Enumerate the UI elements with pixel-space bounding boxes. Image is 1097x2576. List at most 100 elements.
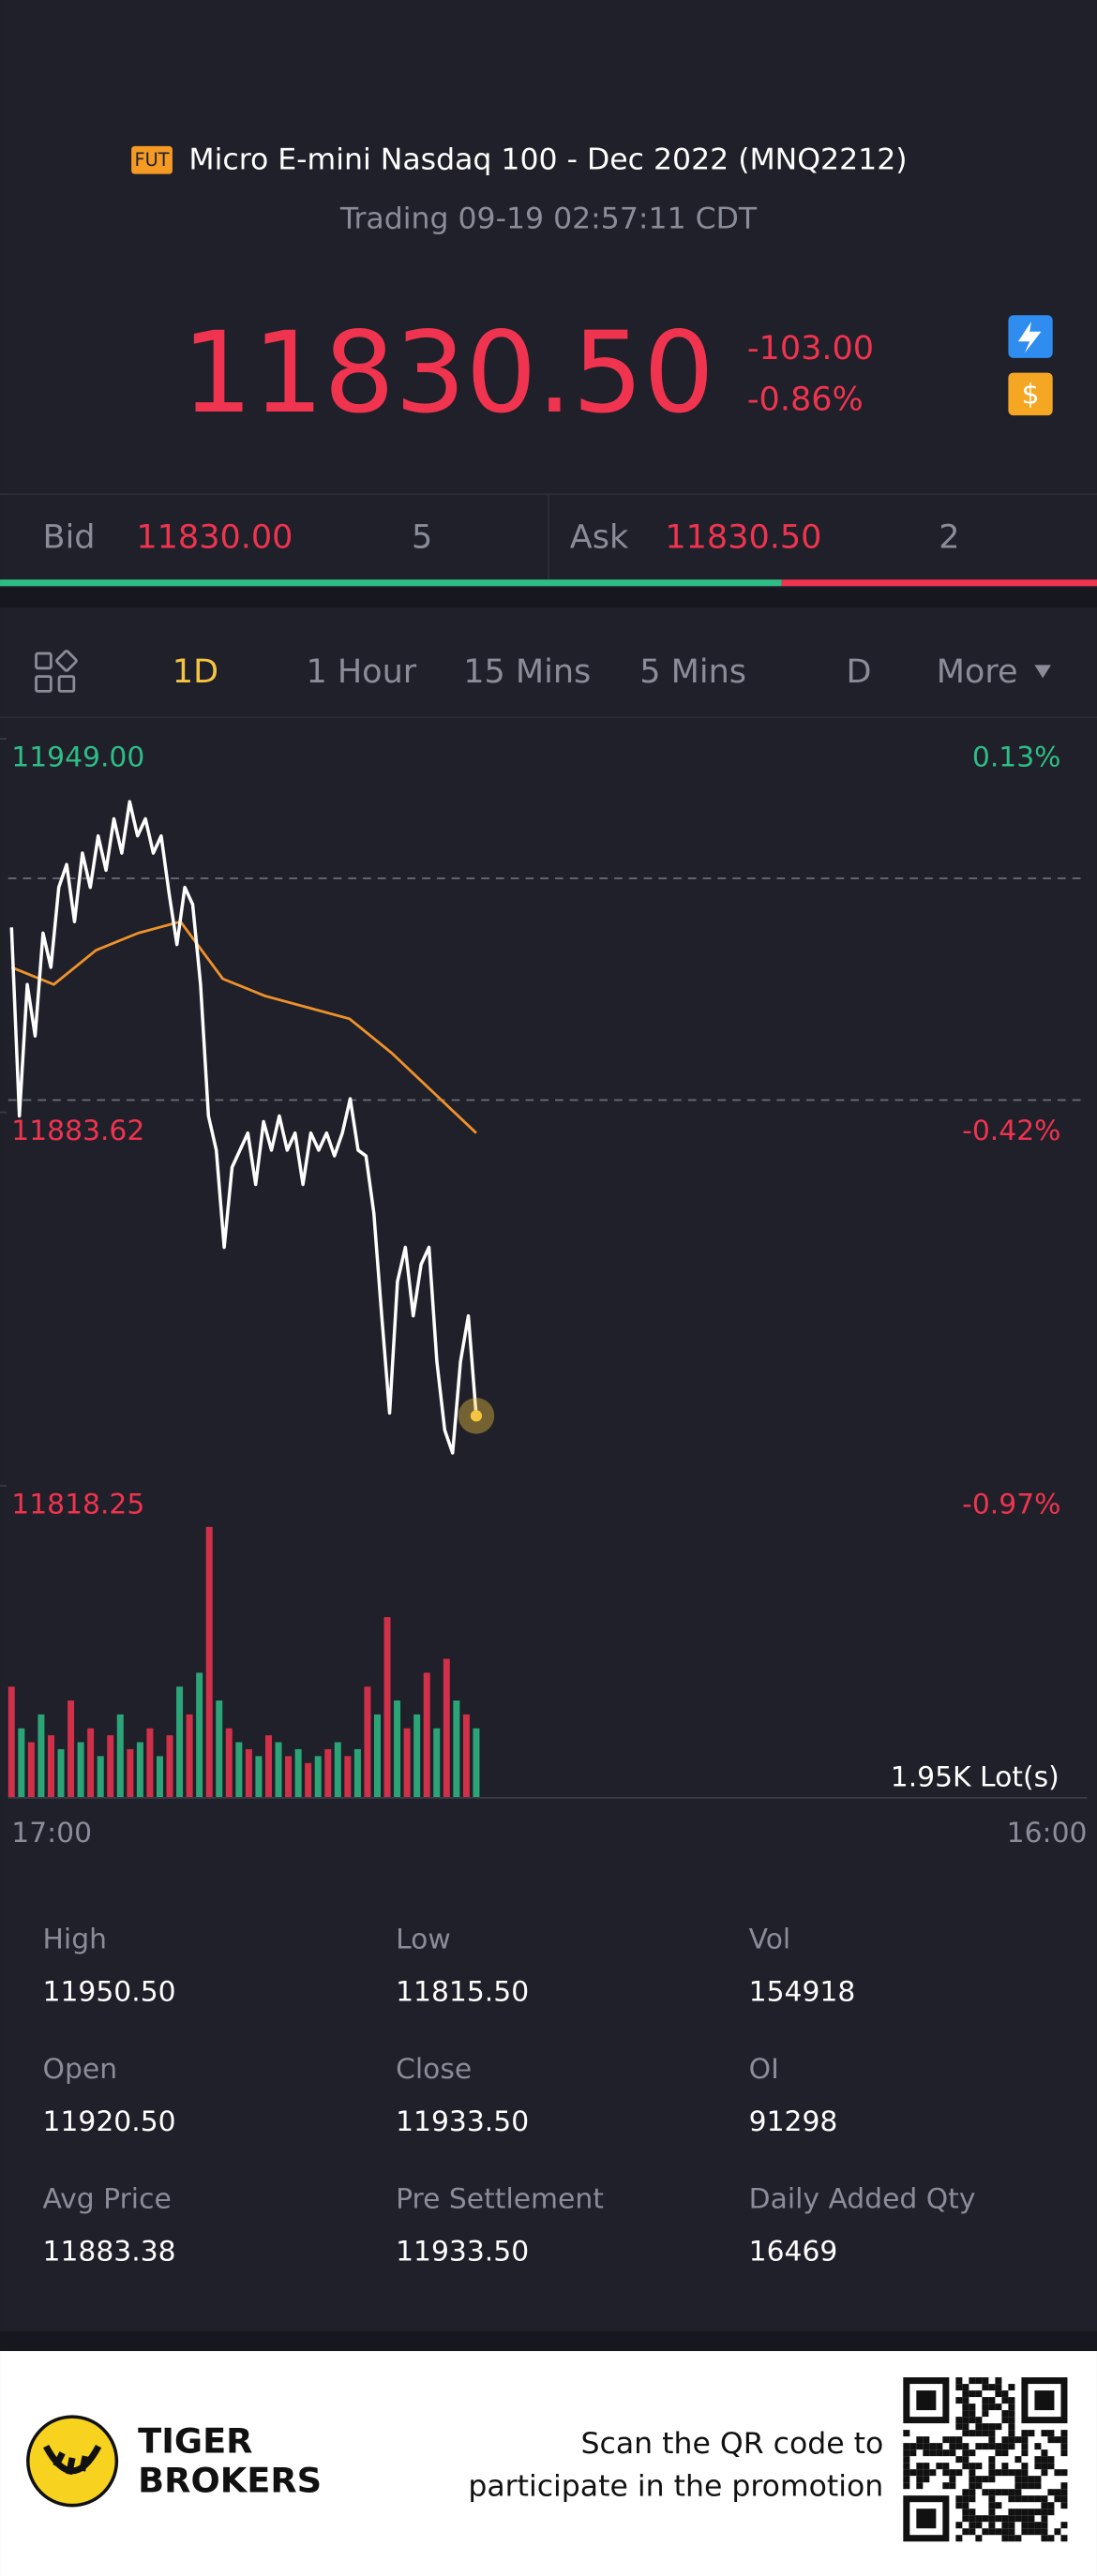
qr-cell — [1008, 2528, 1015, 2536]
status: Trading 09-19 02:57:11 CDT — [339, 202, 758, 236]
dollar-icon[interactable] — [1008, 372, 1053, 416]
volume-bar — [8, 1686, 15, 1798]
qr-finder — [916, 2509, 937, 2529]
stat-label: Vol — [749, 1924, 791, 1956]
price-line — [9, 800, 478, 1455]
qr-cell — [955, 2469, 963, 2477]
qr-cell — [1041, 2509, 1048, 2516]
qr-cell — [955, 2535, 963, 2542]
volume-bar — [186, 1714, 193, 1798]
ask-price: 11830.50 — [665, 517, 821, 556]
qr-cell — [1028, 2495, 1035, 2503]
stat-value: 11920.50 — [43, 2105, 176, 2138]
qr-code[interactable] — [903, 2377, 1068, 2542]
qr-cell — [903, 2482, 910, 2490]
qr-cell — [1041, 2456, 1048, 2464]
promo: participate in the promotion — [468, 2469, 883, 2503]
volume-bar — [127, 1748, 134, 1798]
qr-cell — [1021, 2443, 1029, 2450]
qr-cell — [1054, 2489, 1061, 2496]
tab[interactable]: More — [937, 652, 1018, 691]
qr-cell — [969, 2390, 976, 2398]
qr-cell — [1008, 2436, 1015, 2444]
qr-cell — [1001, 2469, 1009, 2477]
qr-cell — [929, 2469, 937, 2477]
qr-cell — [988, 2528, 996, 2536]
qr-cell — [969, 2515, 976, 2523]
stat-value: 154918 — [749, 1976, 856, 2009]
volume-bar — [473, 1728, 480, 1798]
qr-cell — [1041, 2502, 1048, 2509]
qr-cell — [1021, 2469, 1029, 2477]
qr-cell — [1014, 2489, 1022, 2496]
badge-bg — [131, 145, 173, 174]
tab[interactable]: 5 Mins — [639, 652, 746, 691]
y-tick-label: 11949.00 — [11, 741, 144, 774]
qr-cell — [969, 2463, 976, 2470]
qr-cell — [1028, 2476, 1035, 2483]
qr-cell — [903, 2456, 910, 2464]
tab[interactable]: D — [847, 652, 872, 691]
qr-cell — [1014, 2515, 1022, 2523]
qr-cell — [1041, 2535, 1048, 2542]
qr-cell — [975, 2423, 983, 2431]
qr-cell — [982, 2377, 989, 2385]
qr-cell — [975, 2443, 983, 2450]
qr-cell — [955, 2443, 963, 2450]
qr-cell — [1008, 2430, 1015, 2437]
tab[interactable]: 1 Hour — [306, 652, 416, 691]
qr-cell — [969, 2522, 976, 2529]
qr-cell — [1001, 2535, 1009, 2542]
stat-value: 11933.50 — [396, 2235, 529, 2268]
qr-cell — [1034, 2476, 1042, 2483]
qr-cell — [1028, 2528, 1035, 2536]
badge: FUT — [135, 149, 170, 171]
volume-bar — [136, 1742, 143, 1798]
qr-cell — [916, 2469, 924, 2477]
qr-cell — [962, 2515, 969, 2523]
qr-cell — [969, 2528, 976, 2536]
qr-cell — [962, 2449, 969, 2457]
volume-bar — [245, 1748, 252, 1798]
qr-cell — [988, 2463, 996, 2470]
qr-cell — [1047, 2502, 1055, 2509]
layout-icon[interactable] — [35, 650, 78, 693]
y-pct-label: 0.13% — [972, 741, 1061, 774]
stat-value: 11950.50 — [43, 1976, 176, 2009]
volume-bar — [77, 1742, 84, 1798]
qr-cell — [916, 2476, 924, 2483]
qr-cell — [988, 2404, 996, 2411]
qr-cell — [955, 2436, 963, 2444]
qr-cell — [903, 2463, 910, 2470]
qr-cell — [1008, 2489, 1015, 2496]
bid-label: Bid — [43, 517, 96, 556]
qr-cell — [988, 2476, 996, 2483]
qr-cell — [982, 2489, 989, 2496]
qr-cell — [1047, 2430, 1055, 2437]
qr-cell — [962, 2443, 969, 2450]
qr-cell — [1001, 2528, 1009, 2536]
qr-cell — [916, 2443, 924, 2450]
y-pct-label: -0.97% — [962, 1489, 1060, 1521]
y-tick-label: 11883.62 — [11, 1115, 144, 1147]
volume-bar — [275, 1742, 282, 1798]
qr-cell — [1008, 2495, 1015, 2503]
qr-cell — [909, 2449, 917, 2457]
volume-bar — [255, 1756, 263, 1798]
tab[interactable]: 1D — [173, 652, 218, 691]
qr-cell — [995, 2423, 1002, 2431]
qr-cell — [909, 2469, 917, 2477]
qr-cell — [988, 2443, 996, 2450]
qr-cell — [975, 2522, 983, 2529]
volume-bar — [18, 1728, 25, 1798]
qr-cell — [1041, 2495, 1048, 2503]
volume-bar — [443, 1658, 450, 1798]
volume-bar — [344, 1756, 352, 1798]
qr-cell — [1060, 2535, 1068, 2542]
qr-cell — [1054, 2436, 1061, 2444]
qr-cell — [962, 2384, 969, 2391]
qr-cell — [1054, 2528, 1061, 2536]
qr-cell — [988, 2495, 996, 2503]
tab[interactable]: 15 Mins — [463, 652, 591, 691]
qr-cell — [995, 2528, 1002, 2536]
